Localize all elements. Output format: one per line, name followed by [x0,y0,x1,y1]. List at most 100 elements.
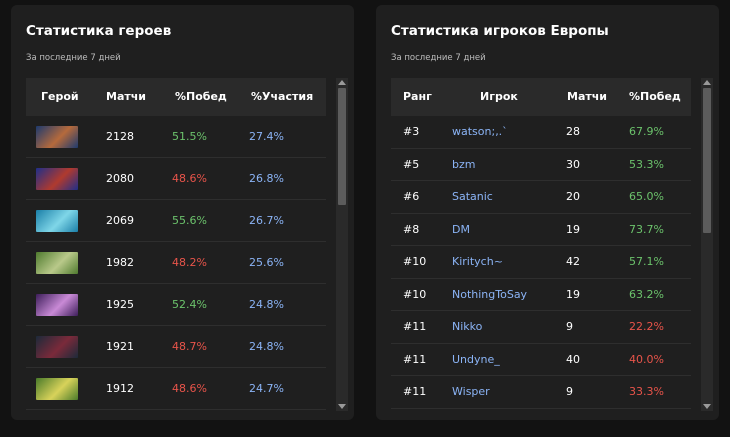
player-matches: 28 [566,125,580,138]
column-header-matches[interactable]: Матчи [106,90,147,103]
player-winrate: 73.7% [629,222,664,236]
hero-matches: 1925 [106,298,134,311]
player-winrate: 40.0% [629,352,664,366]
scroll-down-icon[interactable] [703,404,711,409]
heroes-scroll-thumb[interactable] [338,88,346,205]
hero-row[interactable]: 2069 55.6% 26.7% [26,200,326,242]
hero-participation: 27.4% [249,130,284,143]
hero-winrate: 48.2% [172,256,207,269]
hero-matches: 1912 [106,382,134,395]
player-row[interactable]: #10 NothingToSay 19 63.2% [391,279,691,311]
player-winrate: 33.3% [629,385,664,398]
players-table-header: Ранг Игрок Матчи %Побед [391,78,691,116]
player-name-link[interactable]: NothingToSay [452,287,528,301]
player-matches: 20 [566,190,580,203]
player-matches: 19 [566,222,580,236]
player-rank: #10 [403,255,427,268]
player-rank: #11 [403,320,427,333]
hero-participation: 26.8% [249,172,284,185]
player-name-link[interactable]: Kiritych~ [452,255,503,268]
hero-matches: 2069 [106,214,134,227]
column-header-participation[interactable]: %Участия [251,90,314,103]
heroes-panel-title: Статистика героев [26,23,172,39]
hero-row[interactable]: 1912 48.6% 24.7% [26,368,326,410]
player-rank: #8 [403,222,420,236]
player-name-link[interactable]: Satanic [452,190,493,203]
player-matches: 40 [566,352,580,366]
hero-portrait[interactable] [36,168,78,190]
player-rank: #3 [403,125,420,138]
hero-winrate: 55.6% [172,214,207,227]
players-panel-title: Статистика игроков Европы [391,23,609,39]
hero-participation: 24.8% [249,298,284,311]
hero-portrait[interactable] [36,252,78,274]
column-header-player[interactable]: Игрок [480,90,518,103]
scroll-up-icon[interactable] [338,80,346,85]
players-stats-panel: Статистика игроков Европы За последние 7… [376,5,719,420]
hero-row[interactable]: 2128 51.5% 27.4% [26,116,326,158]
player-rank: #11 [403,352,427,366]
hero-row[interactable]: 1921 48.7% 24.8% [26,326,326,368]
player-rank: #10 [403,287,427,301]
player-row[interactable]: #11 Nikko 9 22.2% [391,311,691,344]
hero-winrate: 48.6% [172,382,207,395]
heroes-panel-subtitle: За последние 7 дней [26,53,121,63]
player-winrate: 22.2% [629,320,664,333]
hero-participation: 24.8% [249,340,284,353]
player-row[interactable]: #5 bzm 30 53.3% [391,149,691,181]
player-rank: #11 [403,385,427,398]
player-row[interactable]: #3 watson;,.` 28 67.9% [391,116,691,149]
player-winrate: 65.0% [629,190,664,203]
player-matches: 42 [566,255,580,268]
hero-portrait[interactable] [36,294,78,316]
scroll-down-icon[interactable] [338,404,346,409]
heroes-stats-panel: Статистика героев За последние 7 дней Ге… [11,5,354,420]
column-header-hero[interactable]: Герой [41,90,79,103]
hero-row[interactable]: 1982 48.2% 25.6% [26,242,326,284]
player-rank: #6 [403,190,420,203]
column-header-winrate[interactable]: %Побед [175,90,227,103]
player-matches: 30 [566,157,580,171]
hero-winrate: 51.5% [172,130,207,143]
hero-winrate: 52.4% [172,298,207,311]
player-matches: 19 [566,287,580,301]
column-header-matches[interactable]: Матчи [567,90,608,103]
player-row[interactable]: #11 Wisper 9 33.3% [391,376,691,409]
players-scroll-thumb[interactable] [703,88,711,233]
players-panel-subtitle: За последние 7 дней [391,53,486,63]
player-row[interactable]: #6 Satanic 20 65.0% [391,181,691,214]
player-name-link[interactable]: bzm [452,157,476,171]
hero-row[interactable]: 2080 48.6% 26.8% [26,158,326,200]
hero-portrait[interactable] [36,378,78,400]
player-row[interactable]: #8 DM 19 73.7% [391,214,691,246]
column-header-winrate[interactable]: %Побед [629,90,681,103]
hero-participation: 24.7% [249,382,284,395]
hero-portrait[interactable] [36,336,78,358]
hero-matches: 2080 [106,172,134,185]
hero-matches: 1982 [106,256,134,269]
hero-participation: 26.7% [249,214,284,227]
heroes-table-header: Герой Матчи %Побед %Участия [26,78,326,116]
player-winrate: 67.9% [629,125,664,138]
hero-matches: 1921 [106,340,134,353]
hero-portrait[interactable] [36,210,78,232]
players-scrollbar[interactable] [701,78,713,411]
heroes-table: Герой Матчи %Побед %Участия 2128 51.5% 27.… [26,78,348,411]
scroll-up-icon[interactable] [703,80,711,85]
player-rank: #5 [403,157,420,171]
player-name-link[interactable]: DM [452,222,470,236]
hero-matches: 2128 [106,130,134,143]
player-row[interactable]: #11 Undyne_ 40 40.0% [391,344,691,376]
player-name-link[interactable]: watson;,.` [452,125,508,138]
hero-winrate: 48.7% [172,340,207,353]
player-name-link[interactable]: Wisper [452,385,490,398]
hero-row[interactable]: 1925 52.4% 24.8% [26,284,326,326]
player-row[interactable]: #10 Kiritych~ 42 57.1% [391,246,691,279]
hero-participation: 25.6% [249,256,284,269]
column-header-rank[interactable]: Ранг [403,90,432,103]
player-name-link[interactable]: Undyne_ [452,352,500,366]
heroes-scrollbar[interactable] [336,78,348,411]
players-table: Ранг Игрок Матчи %Побед #3 watson;,.` 28 67… [391,78,713,411]
hero-portrait[interactable] [36,126,78,148]
player-name-link[interactable]: Nikko [452,320,483,333]
